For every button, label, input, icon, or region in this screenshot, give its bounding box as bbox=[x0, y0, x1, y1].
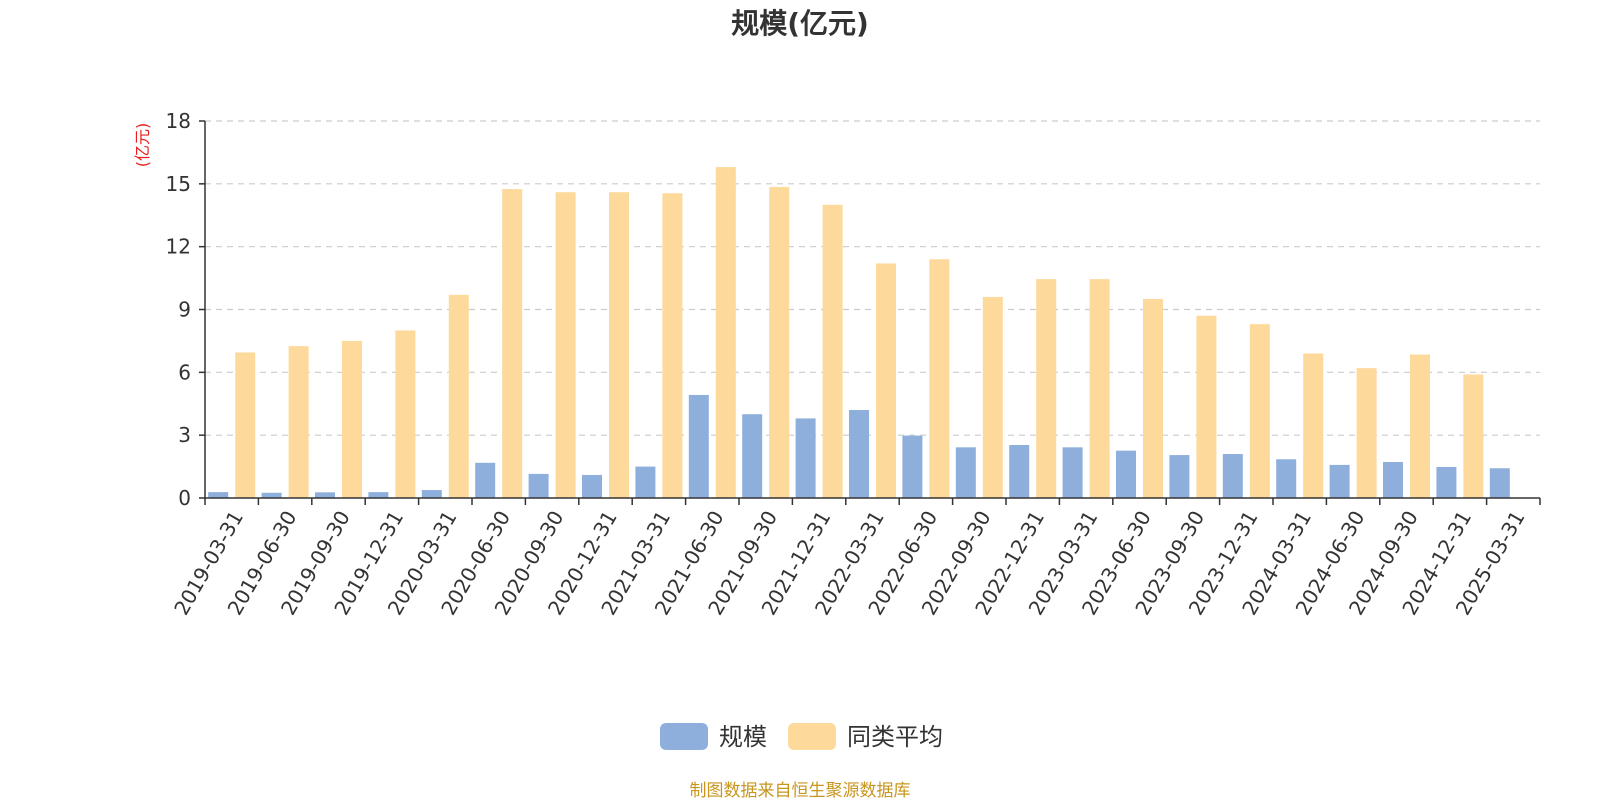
chart-title: 规模(亿元) bbox=[731, 7, 869, 40]
bar-scale bbox=[261, 492, 282, 498]
y-tick-label: 9 bbox=[178, 298, 191, 322]
bar-category-average bbox=[1303, 353, 1324, 498]
bar-category-average bbox=[1410, 354, 1430, 498]
bar-category-average bbox=[822, 204, 843, 498]
bar-category-average bbox=[555, 192, 576, 498]
y-tick-label: 3 bbox=[178, 423, 191, 447]
legend: 规模 同类平均 bbox=[660, 723, 943, 751]
bar-scale bbox=[315, 492, 335, 498]
bar-scale bbox=[582, 474, 602, 498]
bar-category-average bbox=[1036, 279, 1057, 498]
bar-category-average bbox=[609, 192, 629, 498]
bar-category-average bbox=[1249, 324, 1270, 498]
bar-scale bbox=[955, 447, 976, 498]
legend-swatch-category-average bbox=[788, 723, 836, 750]
bar-category-average bbox=[769, 186, 790, 498]
bar-scale bbox=[421, 490, 442, 498]
bar-scale bbox=[688, 394, 709, 498]
bar-scale bbox=[528, 473, 549, 498]
bar-scale bbox=[1489, 468, 1510, 498]
bar-scale bbox=[795, 418, 816, 498]
bar-scale bbox=[1436, 467, 1457, 498]
y-axis-unit-label: (亿元) bbox=[133, 123, 152, 168]
y-tick-label: 12 bbox=[166, 235, 191, 259]
bar-scale bbox=[1009, 445, 1030, 498]
y-tick-label: 15 bbox=[166, 172, 191, 196]
bar-category-average bbox=[982, 296, 1003, 498]
bar-category-average bbox=[1356, 368, 1377, 498]
bar-category-average bbox=[715, 167, 736, 499]
x-axis-ticks: 2019-03-312019-06-302019-09-302019-12-31… bbox=[169, 498, 1541, 619]
bar-category-average bbox=[1196, 315, 1217, 498]
bar-scale bbox=[1276, 459, 1297, 498]
bar-category-average bbox=[342, 340, 362, 498]
bar-scale bbox=[902, 435, 923, 498]
bar-scale bbox=[368, 492, 389, 498]
y-axis-ticks: 0 3 6 9 12 15 18 bbox=[166, 109, 205, 510]
bar-scale bbox=[742, 414, 763, 498]
bar-category-average bbox=[662, 193, 683, 498]
bar-category-average bbox=[502, 189, 523, 498]
bar-scale bbox=[1169, 455, 1190, 498]
bar-scale bbox=[1062, 447, 1083, 498]
bar-scale bbox=[635, 466, 656, 498]
bar-category-average bbox=[288, 346, 309, 498]
y-tick-label: 6 bbox=[178, 360, 191, 384]
bar-scale bbox=[1116, 450, 1136, 498]
bars bbox=[208, 167, 1510, 499]
bar-scale bbox=[475, 462, 496, 498]
y-tick-label: 0 bbox=[178, 486, 191, 510]
bar-category-average bbox=[1089, 279, 1110, 498]
legend-swatch-scale bbox=[660, 723, 708, 750]
bar-scale bbox=[849, 410, 869, 498]
bar-scale bbox=[1329, 464, 1350, 498]
bar-scale bbox=[1383, 461, 1403, 498]
bar-category-average bbox=[1463, 374, 1484, 498]
legend-label-scale: 规模 bbox=[719, 723, 767, 751]
data-source-note: 制图数据来自恒生聚源数据库 bbox=[690, 781, 911, 800]
bar-category-average bbox=[448, 294, 469, 498]
bar-category-average bbox=[395, 330, 416, 498]
legend-label-category-average: 同类平均 bbox=[847, 723, 943, 751]
bar-category-average bbox=[235, 352, 256, 498]
bar-category-average bbox=[876, 263, 896, 498]
bar-category-average bbox=[929, 259, 950, 498]
bar-scale bbox=[208, 492, 229, 498]
y-tick-label: 18 bbox=[166, 109, 191, 133]
bar-category-average bbox=[1143, 299, 1163, 498]
bar-scale bbox=[1222, 454, 1243, 498]
